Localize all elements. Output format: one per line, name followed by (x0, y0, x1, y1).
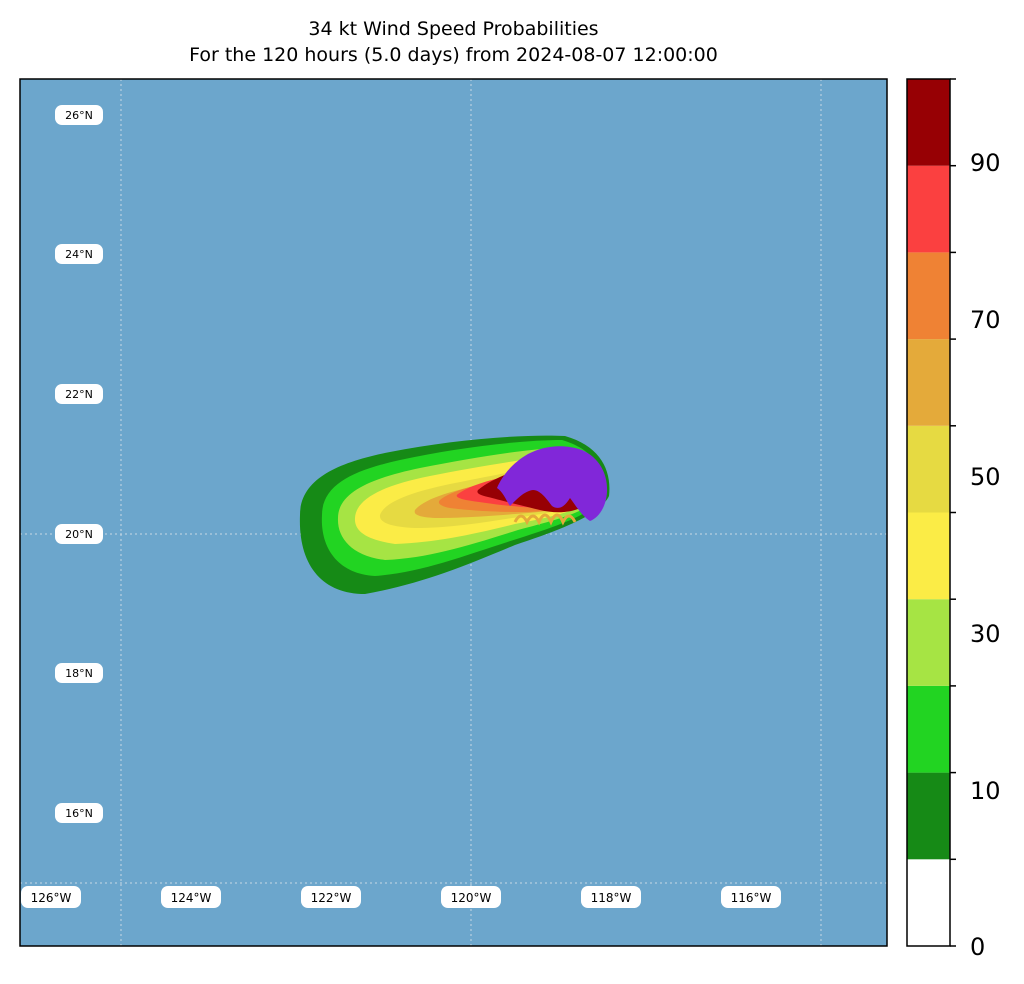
svg-text:20°N: 20°N (65, 528, 93, 541)
colorbar-segment (907, 772, 950, 860)
svg-text:116°W: 116°W (731, 891, 772, 905)
longitude-labels: 126°W 124°W 122°W 120°W 118°W 116°W (21, 886, 781, 908)
colorbar-label-10: 10 (970, 777, 1001, 805)
colorbar-segment (907, 339, 950, 426)
colorbar-tick-labels: 0 10 30 50 70 90 (970, 149, 1001, 961)
lon-label-118: 118°W (581, 886, 641, 908)
colorbar: 0 10 30 50 70 90 (906, 78, 1001, 961)
colorbar-segment (907, 425, 950, 513)
svg-text:118°W: 118°W (591, 891, 632, 905)
lat-label-20: 20°N (55, 524, 103, 544)
svg-text:124°W: 124°W (171, 891, 212, 905)
colorbar-segment (907, 252, 950, 340)
lat-label-26: 26°N (55, 105, 103, 125)
chart-title: 34 kt Wind Speed Probabilities (308, 18, 599, 40)
svg-text:126°W: 126°W (31, 891, 72, 905)
lat-label-22: 22°N (55, 384, 103, 404)
lon-label-120: 120°W (441, 886, 501, 908)
colorbar-label-30: 30 (970, 620, 1001, 648)
colorbar-label-50: 50 (970, 463, 1001, 491)
swath-bottom-fringe (513, 513, 577, 526)
svg-text:16°N: 16°N (65, 807, 93, 820)
colorbar-ticks (950, 78, 956, 947)
colorbar-label-90: 90 (970, 149, 1001, 177)
colorbar-segment (907, 512, 950, 600)
lon-label-116: 116°W (721, 886, 781, 908)
swath-band-100 (497, 446, 608, 521)
colorbar-segment (907, 79, 950, 166)
map-frame (19, 78, 888, 947)
svg-text:22°N: 22°N (65, 388, 93, 401)
lat-label-18: 18°N (55, 663, 103, 683)
colorbar-segment (907, 859, 950, 946)
svg-text:24°N: 24°N (65, 248, 93, 261)
svg-text:18°N: 18°N (65, 667, 93, 680)
colorbar-label-0: 0 (970, 933, 985, 961)
colorbar-segments (907, 79, 950, 946)
svg-text:122°W: 122°W (311, 891, 352, 905)
colorbar-label-70: 70 (970, 306, 1001, 334)
lon-label-124: 124°W (161, 886, 221, 908)
colorbar-segment (907, 165, 950, 253)
lat-label-16: 16°N (55, 803, 103, 823)
probability-swath (299, 435, 610, 594)
colorbar-segment (907, 685, 950, 773)
lon-label-126: 126°W (21, 886, 81, 908)
colorbar-segment (907, 599, 950, 686)
svg-text:120°W: 120°W (451, 891, 492, 905)
latitude-labels: 26°N 24°N 22°N 20°N 18°N 16°N (55, 105, 103, 823)
chart-subtitle: For the 120 hours (5.0 days) from 2024-0… (189, 44, 718, 66)
lat-label-24: 24°N (55, 244, 103, 264)
lon-label-122: 122°W (301, 886, 361, 908)
svg-text:26°N: 26°N (65, 109, 93, 122)
